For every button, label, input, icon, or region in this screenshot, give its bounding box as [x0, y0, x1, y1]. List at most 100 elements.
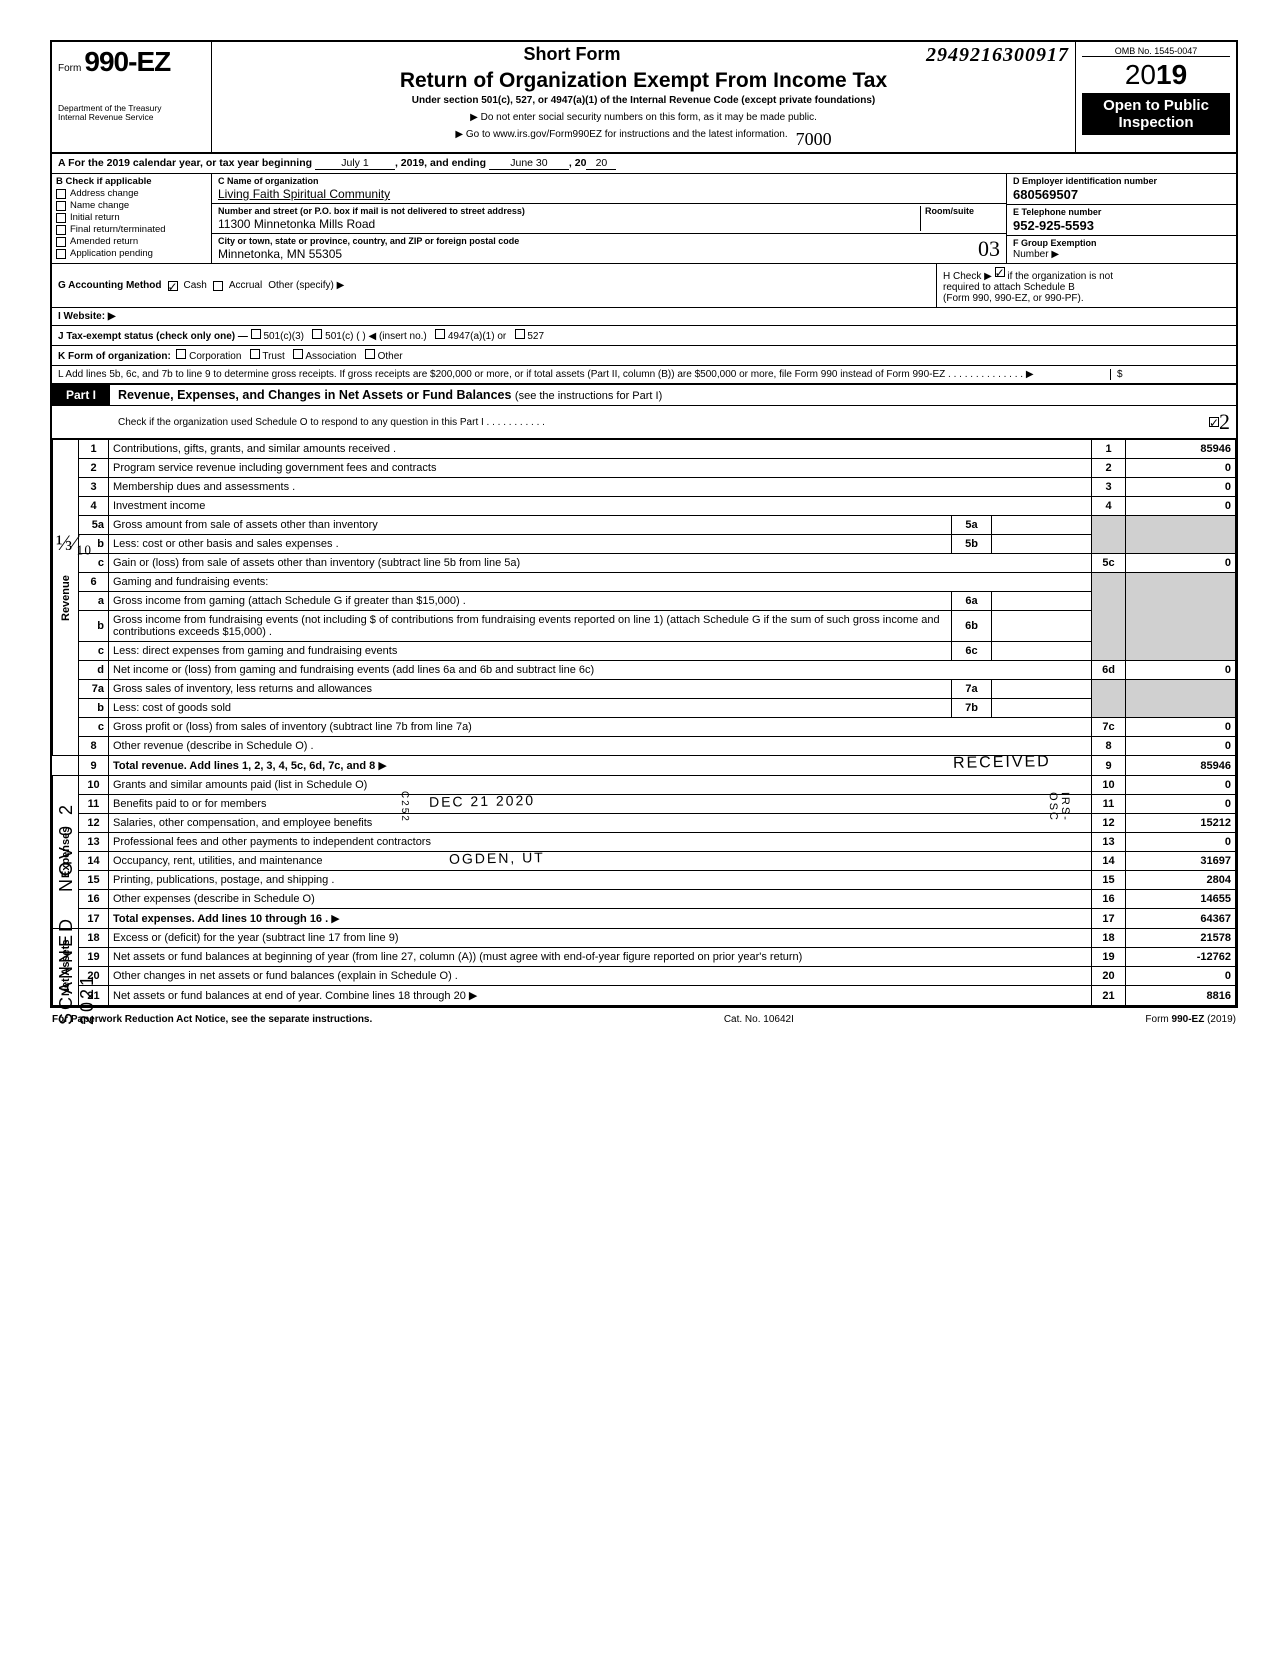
f-label: F Group Exemption [1013, 238, 1097, 248]
cal-end: June 30 [489, 157, 569, 170]
line-6c: cLess: direct expenses from gaming and f… [53, 642, 1236, 661]
chk-pending[interactable]: Application pending [56, 248, 207, 259]
part1-check-row: Check if the organization used Schedule … [52, 406, 1236, 439]
header-right: OMB No. 1545-0047 2019 Open to Public In… [1076, 42, 1236, 152]
col-b: B Check if applicable Address change Nam… [52, 174, 212, 263]
line-21: 21Net assets or fund balances at end of … [53, 986, 1236, 1006]
hand-03: 03 [978, 236, 1000, 262]
hand-2: 2 [1219, 409, 1230, 435]
instr-ssn: ▶ Do not enter social security numbers o… [218, 112, 1069, 123]
received-stamp: RECEIVED [953, 753, 1051, 773]
footer-right: Form 990-EZ (2019) [1145, 1014, 1236, 1025]
header-left: Form 990-EZ Department of the Treasury I… [52, 42, 212, 152]
part1-title: Revenue, Expenses, and Changes in Net As… [118, 388, 511, 402]
line-18: Net Assets 18Excess or (deficit) for the… [53, 929, 1236, 948]
chk-name[interactable]: Name change [56, 200, 207, 211]
chk-schedule-b[interactable] [995, 267, 1005, 277]
chk-4947[interactable] [435, 329, 445, 339]
short-form-label: Short Form [524, 44, 621, 65]
chk-cash[interactable] [168, 281, 178, 291]
omb-number: OMB No. 1545-0047 [1082, 46, 1230, 56]
cal-begin: July 1 [315, 157, 395, 170]
line-11: 11 Benefits paid to or for members DEC 2… [53, 795, 1236, 814]
line-16: 16Other expenses (describe in Schedule O… [53, 890, 1236, 909]
line-13: 13Professional fees and other payments t… [53, 833, 1236, 852]
chk-other-org[interactable] [365, 349, 375, 359]
line-15: 15Printing, publications, postage, and s… [53, 871, 1236, 890]
j-label: J Tax-exempt status (check only one) — [58, 331, 248, 342]
line-3: 3Membership dues and assessments .30 [53, 478, 1236, 497]
h-box: H Check ▶ if the organization is not req… [936, 264, 1236, 307]
hand-7000: 7000 [796, 129, 832, 150]
chk-address[interactable]: Address change [56, 188, 207, 199]
footer-left: For Paperwork Reduction Act Notice, see … [52, 1014, 372, 1025]
line-8: 8Other revenue (describe in Schedule O) … [53, 737, 1236, 756]
form-subtitle: Under section 501(c), 527, or 4947(a)(1)… [218, 95, 1069, 106]
chk-501c3[interactable] [251, 329, 261, 339]
side-revenue: Revenue [53, 440, 79, 756]
line-14: 14 Occupancy, rent, utilities, and maint… [53, 852, 1236, 871]
k-label: K Form of organization: [58, 351, 171, 362]
b-header: B Check if applicable [56, 176, 207, 187]
line-10: Expenses 10 Grants and similar amounts p… [53, 776, 1236, 795]
line-9: 9 Total revenue. Add lines 1, 2, 3, 4, 5… [53, 756, 1236, 776]
chk-trust[interactable] [250, 349, 260, 359]
org-address: 11300 Minnetonka Mills Road [218, 217, 375, 231]
header-row: Form 990-EZ Department of the Treasury I… [52, 42, 1236, 154]
stamp-number: 2949216300917 [926, 44, 1069, 67]
line-5c: cGain or (loss) from sale of assets othe… [53, 554, 1236, 573]
chk-initial[interactable]: Initial return [56, 212, 207, 223]
l-text: L Add lines 5b, 6c, and 7b to line 9 to … [58, 369, 1110, 380]
line-12: 12Salaries, other compensation, and empl… [53, 814, 1236, 833]
room-label: Room/suite [925, 206, 974, 216]
org-city: Minnetonka, MN 55305 [218, 247, 342, 261]
side-netassets: Net Assets [53, 929, 79, 1006]
footer: For Paperwork Reduction Act Notice, see … [50, 1008, 1238, 1025]
ogden-stamp: OGDEN, UT [449, 849, 545, 867]
cal-tail: , 20 [569, 157, 587, 170]
cal-yy: 20 [586, 157, 616, 170]
chk-final[interactable]: Final return/terminated [56, 224, 207, 235]
d-label: D Employer identification number [1013, 176, 1157, 186]
line-6d: dNet income or (loss) from gaming and fu… [53, 661, 1236, 680]
footer-cat: Cat. No. 10642I [724, 1014, 794, 1025]
form-prefix: Form [58, 63, 81, 74]
chk-amended[interactable]: Amended return [56, 236, 207, 247]
phone-value: 952-925-5593 [1013, 218, 1094, 233]
chk-corp[interactable] [176, 349, 186, 359]
dept-irs: Internal Revenue Service [58, 113, 205, 122]
chk-527[interactable] [515, 329, 525, 339]
row-gh: G Accounting Method Cash Accrual Other (… [52, 264, 1236, 308]
line-1: Revenue 1Contributions, gifts, grants, a… [53, 440, 1236, 459]
section-bcdef: B Check if applicable Address change Nam… [52, 174, 1236, 264]
l-dollar: $ [1110, 369, 1230, 380]
line-6b: bGross income from fundraising events (n… [53, 611, 1236, 642]
chk-accrual[interactable] [213, 281, 223, 291]
e-label: E Telephone number [1013, 207, 1101, 217]
line-6: 6Gaming and fundraising events: [53, 573, 1236, 592]
part1-table: Revenue 1Contributions, gifts, grants, a… [52, 439, 1236, 1006]
line-7c: cGross profit or (loss) from sales of in… [53, 718, 1236, 737]
line-5b: bLess: cost or other basis and sales exp… [53, 535, 1236, 554]
addr-label: Number and street (or P.O. box if mail i… [218, 206, 525, 216]
side-expenses: Expenses [53, 776, 79, 929]
form-990ez: Form 990-EZ Department of the Treasury I… [50, 40, 1238, 1008]
line-20: 20Other changes in net assets or fund ba… [53, 967, 1236, 986]
row-j: J Tax-exempt status (check only one) — 5… [52, 326, 1236, 346]
chk-501c[interactable] [312, 329, 322, 339]
part1-check-text: Check if the organization used Schedule … [58, 417, 1209, 428]
line-7a: 7aGross sales of inventory, less returns… [53, 680, 1236, 699]
line-4: 4Investment income40 [53, 497, 1236, 516]
chk-assoc[interactable] [293, 349, 303, 359]
chk-schedule-o[interactable] [1209, 417, 1219, 427]
f-label2: Number ▶ [1013, 249, 1059, 260]
form-number: 990-EZ [84, 46, 170, 77]
row-k: K Form of organization: Corporation Trus… [52, 346, 1236, 366]
row-i: I Website: ▶ [52, 308, 1236, 326]
line-19: 19Net assets or fund balances at beginni… [53, 948, 1236, 967]
part1-sub: (see the instructions for Part I) [515, 390, 662, 402]
g-label: G Accounting Method [58, 280, 162, 291]
header-center: Short Form 2949216300917 Return of Organ… [212, 42, 1076, 152]
part1-bar: Part I Revenue, Expenses, and Changes in… [52, 385, 1236, 406]
open-public-2: Inspection [1084, 115, 1228, 132]
